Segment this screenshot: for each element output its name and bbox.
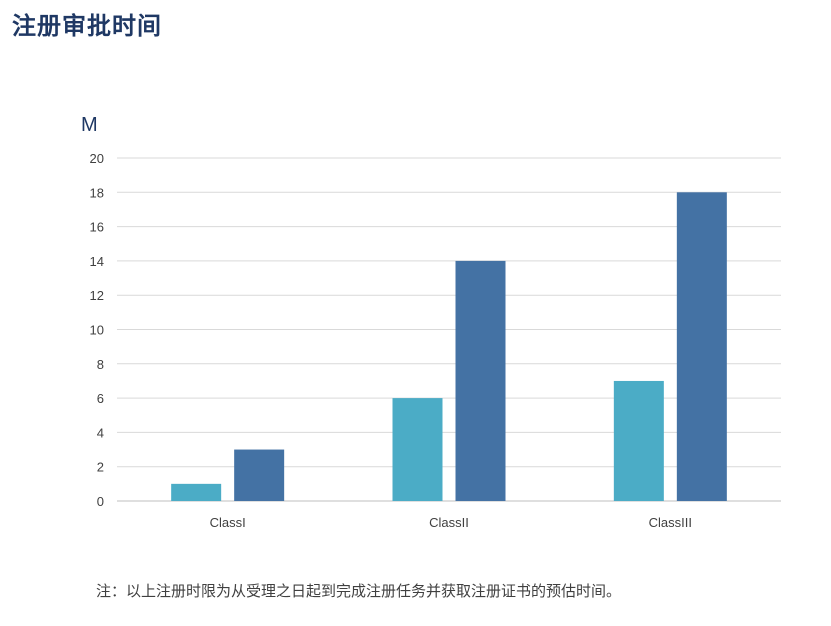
y-tick-label: 4 [97, 425, 104, 440]
footnote: 注：以上注册时限为从受理之日起到完成注册任务并获取注册证书的预估时间。 [96, 582, 622, 600]
y-tick-label: 18 [90, 185, 104, 200]
y-tick-label: 14 [90, 254, 104, 269]
bar-ClassI-series-1 [171, 483, 222, 501]
bars [171, 192, 727, 502]
y-tick-label: 0 [97, 494, 104, 509]
x-category-label: ClassI [210, 515, 246, 530]
y-tick-label: 16 [90, 220, 104, 235]
y-tick-label: 10 [90, 323, 104, 338]
bar-ClassIII-series-2 [676, 192, 727, 502]
bar-ClassII-series-2 [455, 260, 506, 501]
y-axis-ticks: 0 2 4 6 8 10 12 14 16 18 20 [90, 151, 104, 509]
x-category-label: ClassII [429, 515, 469, 530]
y-tick-label: 20 [90, 151, 104, 166]
y-unit-label: M [81, 114, 98, 136]
x-axis-labels: ClassI ClassII ClassIII [210, 515, 692, 530]
y-tick-label: 6 [97, 391, 104, 406]
bar-ClassII-series-1 [392, 398, 443, 501]
y-tick-label: 8 [97, 357, 104, 372]
x-category-label: ClassIII [649, 515, 692, 530]
bar-ClassIII-series-1 [613, 380, 664, 501]
page-title: 注册审批时间 [12, 12, 162, 40]
bar-ClassI-series-2 [234, 449, 285, 501]
y-tick-label: 12 [90, 288, 104, 303]
gridlines [117, 157, 781, 502]
y-tick-label: 2 [97, 460, 104, 475]
